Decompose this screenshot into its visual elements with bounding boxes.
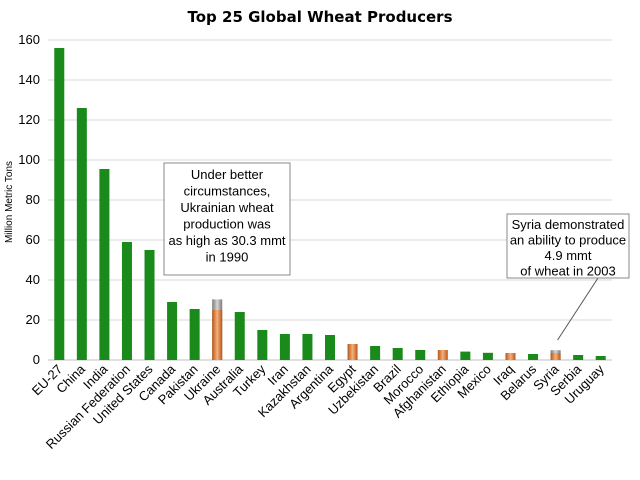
y-tick-label: 140 xyxy=(18,72,40,87)
bar xyxy=(528,354,539,360)
bar xyxy=(573,355,584,360)
bar xyxy=(279,334,290,360)
annotation-text: an ability to produce xyxy=(510,233,626,248)
y-tick-label: 160 xyxy=(18,32,40,47)
annotation-text: of wheat in 2003 xyxy=(520,264,615,279)
annotation-text: circumstances, xyxy=(184,184,271,199)
annotation-text: as high as 30.3 mmt xyxy=(168,233,285,248)
bar xyxy=(54,48,65,360)
bar xyxy=(234,312,245,360)
y-tick-labels: 0 20 40 60 80 100 120 140 160 xyxy=(18,32,40,367)
bar xyxy=(302,334,313,360)
y-tick-label: 0 xyxy=(33,352,40,367)
bar xyxy=(482,352,493,360)
annotation-text: Under better xyxy=(191,167,264,182)
y-tick-label: 80 xyxy=(26,192,40,207)
bar xyxy=(76,108,87,360)
annotation-text: Ukrainian wheat xyxy=(180,200,274,215)
annotations: Under better circumstances,Ukrainian whea… xyxy=(163,162,630,341)
annotation-box xyxy=(506,213,630,279)
annotation-text: Syria demonstrated xyxy=(512,217,625,232)
bar xyxy=(257,330,268,360)
bar xyxy=(550,353,561,360)
bar xyxy=(415,350,426,360)
y-axis-label: Million Metric Tons xyxy=(4,161,15,243)
y-tick-label: 120 xyxy=(18,112,40,127)
bar xyxy=(144,250,155,360)
bar xyxy=(460,351,471,360)
bar xyxy=(370,346,381,360)
y-tick-label: 100 xyxy=(18,152,40,167)
bar xyxy=(347,344,358,360)
bar xyxy=(212,310,223,360)
bar xyxy=(189,309,200,360)
annotation-text: 4.9 mmt xyxy=(545,248,592,263)
gridlines xyxy=(48,39,612,361)
bar xyxy=(595,356,606,360)
chart-title: Top 25 Global Wheat Producers xyxy=(188,8,453,26)
y-tick-label: 40 xyxy=(26,272,40,287)
y-tick-label: 20 xyxy=(26,312,40,327)
bar xyxy=(325,335,335,360)
bar xyxy=(505,353,516,360)
annotation-callout-line xyxy=(557,277,599,341)
bar xyxy=(392,348,403,360)
annotation-text: production was xyxy=(183,217,271,232)
bar xyxy=(167,302,178,360)
bars xyxy=(54,48,606,360)
annotation-text: in 1990 xyxy=(206,250,249,265)
bar xyxy=(121,242,132,360)
annotation-box xyxy=(163,162,291,276)
y-tick-label: 60 xyxy=(26,232,40,247)
bar xyxy=(437,350,448,360)
bar xyxy=(99,169,110,360)
